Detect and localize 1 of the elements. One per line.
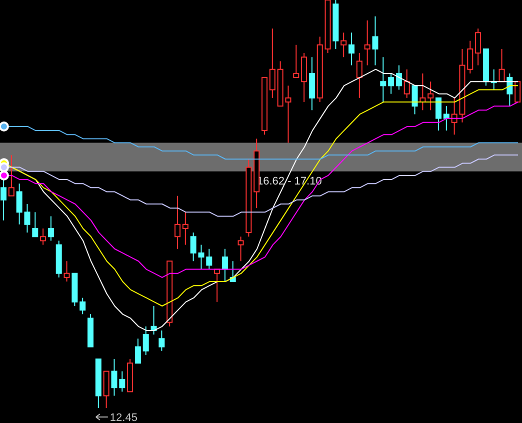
text: 12.45 xyxy=(110,412,138,423)
